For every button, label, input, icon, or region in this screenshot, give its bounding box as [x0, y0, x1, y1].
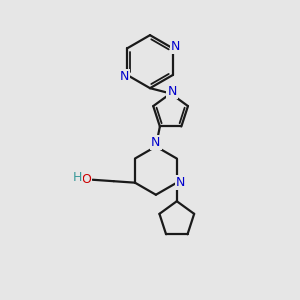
Text: N: N — [171, 40, 180, 53]
Text: O: O — [81, 173, 91, 186]
Text: N: N — [167, 85, 177, 98]
Text: N: N — [151, 136, 160, 149]
Text: N: N — [176, 176, 185, 189]
Text: N: N — [120, 70, 129, 83]
Text: H: H — [73, 171, 82, 184]
